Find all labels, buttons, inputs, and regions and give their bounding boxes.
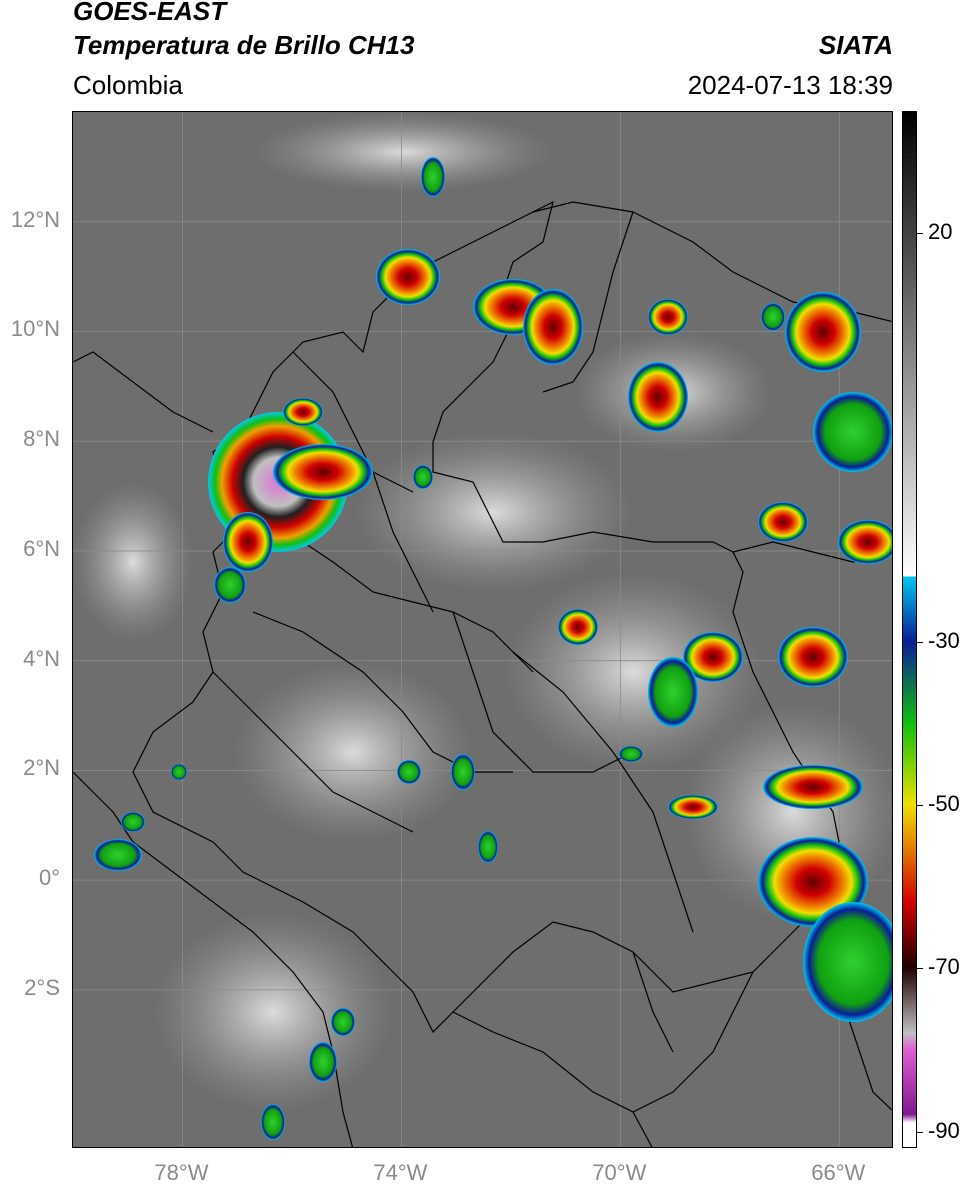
lat-tick-label: 0° [38, 865, 60, 891]
colorbar-tick-label: 20 [928, 219, 953, 245]
warm-cloud-layer [73, 112, 892, 1112]
lat-tick-label: 6°N [23, 535, 60, 561]
colorbar-tick-label: -90 [928, 1117, 960, 1143]
map-canvas [73, 112, 892, 1147]
lat-tick-label: 12°N [10, 206, 60, 232]
lat-tick-label: 2°N [23, 755, 60, 781]
lon-tick-label: 66°W [811, 1160, 866, 1185]
product-title: Temperatura de Brillo CH13 [73, 30, 415, 60]
lat-tick-label: 8°N [23, 426, 60, 452]
colorbar-tick [917, 233, 923, 235]
lat-tick-label: 4°N [23, 645, 60, 671]
lon-tick-label: 70°W [592, 1160, 647, 1185]
lat-tick-label: 10°N [10, 316, 60, 342]
colorbar-tick [917, 641, 923, 643]
colorbar-tick-label: -50 [928, 791, 960, 817]
colorbar-tick [917, 805, 923, 807]
lat-tick-label: 2°S [24, 974, 60, 1000]
colorbar-tick [917, 968, 923, 970]
lon-tick-label: 78°W [154, 1160, 209, 1185]
satellite-title: GOES-EAST [73, 0, 227, 26]
convective-cells [94, 157, 892, 1140]
lon-tick-label: 74°W [373, 1160, 428, 1185]
colorbar [902, 111, 917, 1148]
colorbar-tick-label: -70 [928, 954, 960, 980]
colorbar-tick [917, 1131, 923, 1133]
lat-lon-grid [73, 112, 892, 1147]
timestamp-label: 2024-07-13 18:39 [687, 70, 893, 100]
satellite-map[interactable] [72, 111, 893, 1148]
agency-label: SIATA [818, 30, 893, 60]
region-label: Colombia [73, 70, 183, 100]
colorbar-tick-label: -30 [928, 627, 960, 653]
